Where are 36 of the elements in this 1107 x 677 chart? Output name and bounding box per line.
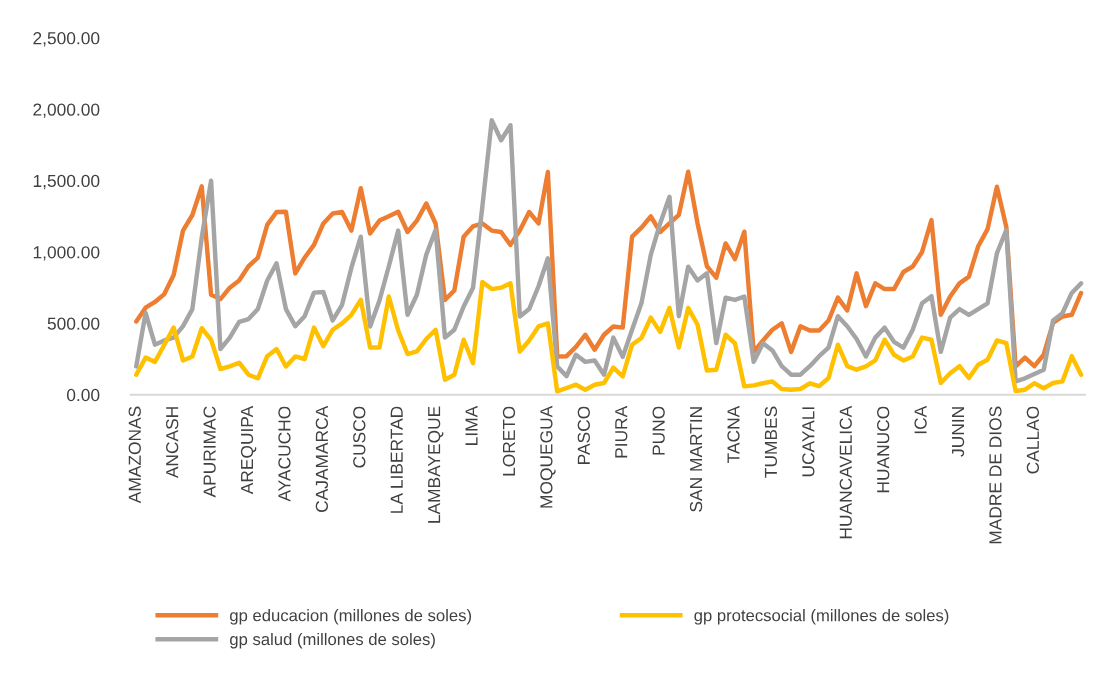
x-tick-label: LA LIBERTAD bbox=[390, 406, 403, 513]
y-tick-label: 1,500.00 bbox=[33, 174, 100, 190]
x-tick-label: CAJAMARCA bbox=[315, 405, 328, 512]
y-tick-label: 2,000.00 bbox=[33, 103, 100, 118]
y-tick-label: 0.00 bbox=[66, 388, 100, 402]
line-series bbox=[134, 118, 1084, 384]
legend-label: gp salud (millones de soles) bbox=[230, 632, 435, 649]
x-tick-label: SAN MARTIN bbox=[689, 407, 703, 512]
x-tick-label: MOQUEGUA bbox=[540, 405, 556, 508]
x-tick-label: APURIMAC bbox=[203, 406, 216, 498]
x-tick-label: AYACUCHO bbox=[278, 406, 291, 502]
x-tick-label: AMAZONAS bbox=[128, 406, 141, 504]
x-tick-label: CALLAO bbox=[1026, 406, 1039, 474]
x-tick-label: JUNIN bbox=[952, 407, 965, 457]
x-tick-label: ANCASH bbox=[166, 407, 179, 479]
x-tick-label: LIMA bbox=[465, 405, 478, 445]
x-tick-label: AREQUIPA bbox=[240, 405, 257, 495]
y-tick-label: 1,000.00 bbox=[33, 246, 100, 261]
y-tick-label: 2,500.00 bbox=[33, 32, 100, 47]
y-tick-label: 500.00 bbox=[47, 317, 100, 330]
line-series bbox=[134, 279, 1084, 394]
x-tick-label: PASCO bbox=[577, 406, 590, 464]
x-tick-label: HUANCAVELICA bbox=[839, 405, 852, 539]
x-tick-label: TACNA bbox=[727, 405, 740, 463]
x-tick-label: TUMBES bbox=[764, 406, 778, 478]
x-tick-label: LORETO bbox=[502, 406, 516, 476]
legend-label: gp protecsocial (millones de soles) bbox=[694, 609, 949, 625]
legend-label: gp educacion (millones de soles) bbox=[230, 609, 472, 625]
x-tick-label: HUANUCO bbox=[877, 406, 890, 493]
x-tick-label: PIURA bbox=[615, 405, 628, 458]
x-tick-label: UCAYALI bbox=[802, 407, 815, 477]
x-tick-label: CUSCO bbox=[353, 406, 366, 468]
x-tick-label: LAMBAYEQUE bbox=[427, 406, 444, 523]
x-tick-label: MADRE DE DIOS bbox=[989, 406, 1002, 544]
x-tick-label: PUNO bbox=[652, 406, 665, 455]
x-tick-label: ICA bbox=[914, 405, 927, 434]
